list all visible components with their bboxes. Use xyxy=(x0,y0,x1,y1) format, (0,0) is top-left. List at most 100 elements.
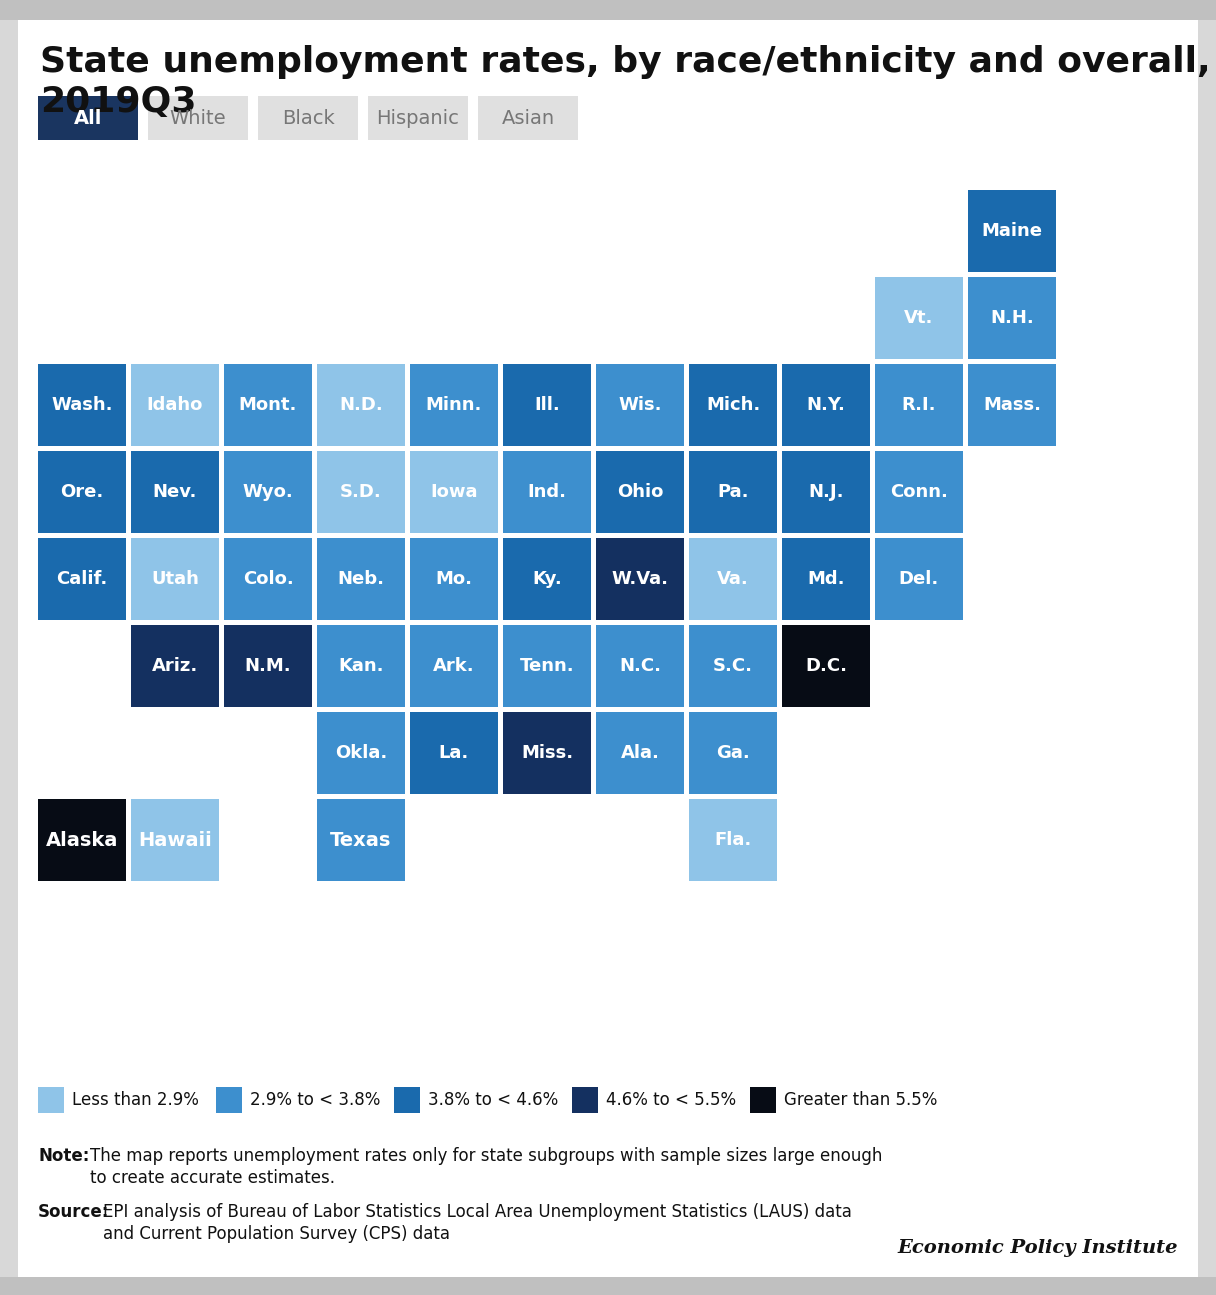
FancyBboxPatch shape xyxy=(224,451,313,534)
Text: Idaho: Idaho xyxy=(147,396,203,414)
Text: N.C.: N.C. xyxy=(619,657,662,675)
Text: Ga.: Ga. xyxy=(716,745,750,761)
Text: N.D.: N.D. xyxy=(339,396,383,414)
Text: S.D.: S.D. xyxy=(340,483,382,501)
Text: Ark.: Ark. xyxy=(433,657,474,675)
FancyBboxPatch shape xyxy=(689,799,777,881)
FancyBboxPatch shape xyxy=(258,96,358,140)
Text: W.Va.: W.Va. xyxy=(612,570,669,588)
Text: Iowa: Iowa xyxy=(430,483,478,501)
FancyBboxPatch shape xyxy=(750,1087,776,1112)
FancyBboxPatch shape xyxy=(689,451,777,534)
FancyBboxPatch shape xyxy=(503,451,591,534)
FancyBboxPatch shape xyxy=(876,277,963,359)
Text: Conn.: Conn. xyxy=(890,483,948,501)
Text: Maine: Maine xyxy=(981,221,1042,240)
Text: Source:: Source: xyxy=(38,1203,109,1221)
Text: Note:: Note: xyxy=(38,1147,89,1166)
FancyBboxPatch shape xyxy=(394,1087,420,1112)
FancyBboxPatch shape xyxy=(478,96,578,140)
Text: White: White xyxy=(170,109,226,127)
Text: Vt.: Vt. xyxy=(905,310,934,328)
FancyBboxPatch shape xyxy=(596,451,683,534)
FancyBboxPatch shape xyxy=(968,364,1055,445)
Text: Greater than 5.5%: Greater than 5.5% xyxy=(784,1090,938,1109)
FancyBboxPatch shape xyxy=(38,537,126,620)
Text: Ind.: Ind. xyxy=(528,483,567,501)
Text: Economic Policy Institute: Economic Policy Institute xyxy=(897,1239,1178,1257)
FancyBboxPatch shape xyxy=(968,277,1055,359)
Text: D.C.: D.C. xyxy=(805,657,848,675)
Text: All: All xyxy=(74,109,102,127)
FancyBboxPatch shape xyxy=(876,451,963,534)
Text: State unemployment rates, by race/ethnicity and overall,: State unemployment rates, by race/ethnic… xyxy=(40,45,1211,79)
Text: Colo.: Colo. xyxy=(243,570,293,588)
FancyBboxPatch shape xyxy=(410,625,499,707)
FancyBboxPatch shape xyxy=(131,364,219,445)
Text: Black: Black xyxy=(282,109,334,127)
Text: The map reports unemployment rates only for state subgroups with sample sizes la: The map reports unemployment rates only … xyxy=(90,1147,883,1166)
Text: Hispanic: Hispanic xyxy=(377,109,460,127)
FancyBboxPatch shape xyxy=(131,537,219,620)
FancyBboxPatch shape xyxy=(596,537,683,620)
FancyBboxPatch shape xyxy=(317,625,405,707)
FancyBboxPatch shape xyxy=(0,1277,1216,1295)
FancyBboxPatch shape xyxy=(410,364,499,445)
FancyBboxPatch shape xyxy=(131,799,219,881)
FancyBboxPatch shape xyxy=(782,364,869,445)
Text: Okla.: Okla. xyxy=(334,745,387,761)
Text: Pa.: Pa. xyxy=(717,483,749,501)
Text: Del.: Del. xyxy=(899,570,939,588)
Text: Va.: Va. xyxy=(717,570,749,588)
FancyBboxPatch shape xyxy=(410,451,499,534)
Text: Ohio: Ohio xyxy=(617,483,663,501)
FancyBboxPatch shape xyxy=(503,625,591,707)
FancyBboxPatch shape xyxy=(38,1087,64,1112)
Text: Texas: Texas xyxy=(331,830,392,850)
FancyBboxPatch shape xyxy=(410,712,499,794)
FancyBboxPatch shape xyxy=(38,364,126,445)
FancyBboxPatch shape xyxy=(876,537,963,620)
Text: La.: La. xyxy=(439,745,469,761)
Text: Hawaii: Hawaii xyxy=(139,830,212,850)
Text: Fla.: Fla. xyxy=(714,831,751,850)
Text: 3.8% to < 4.6%: 3.8% to < 4.6% xyxy=(428,1090,558,1109)
FancyBboxPatch shape xyxy=(224,364,313,445)
FancyBboxPatch shape xyxy=(38,799,126,881)
FancyBboxPatch shape xyxy=(317,712,405,794)
FancyBboxPatch shape xyxy=(131,451,219,534)
Text: Neb.: Neb. xyxy=(338,570,384,588)
Text: Asian: Asian xyxy=(501,109,554,127)
FancyBboxPatch shape xyxy=(38,451,126,534)
Text: Kan.: Kan. xyxy=(338,657,384,675)
Text: Mont.: Mont. xyxy=(238,396,297,414)
Text: Mich.: Mich. xyxy=(705,396,760,414)
Text: Wyo.: Wyo. xyxy=(243,483,293,501)
FancyBboxPatch shape xyxy=(410,537,499,620)
Text: Less than 2.9%: Less than 2.9% xyxy=(72,1090,199,1109)
Text: Ill.: Ill. xyxy=(534,396,559,414)
FancyBboxPatch shape xyxy=(317,364,405,445)
FancyBboxPatch shape xyxy=(224,625,313,707)
Text: R.I.: R.I. xyxy=(902,396,936,414)
FancyBboxPatch shape xyxy=(317,537,405,620)
Text: 2.9% to < 3.8%: 2.9% to < 3.8% xyxy=(250,1090,381,1109)
FancyBboxPatch shape xyxy=(216,1087,242,1112)
Text: Mass.: Mass. xyxy=(983,396,1041,414)
FancyBboxPatch shape xyxy=(18,19,1198,1277)
Text: to create accurate estimates.: to create accurate estimates. xyxy=(90,1169,334,1188)
FancyBboxPatch shape xyxy=(876,364,963,445)
FancyBboxPatch shape xyxy=(368,96,468,140)
FancyBboxPatch shape xyxy=(0,0,1216,19)
FancyBboxPatch shape xyxy=(572,1087,598,1112)
Text: Minn.: Minn. xyxy=(426,396,483,414)
Text: Miss.: Miss. xyxy=(520,745,573,761)
FancyBboxPatch shape xyxy=(689,625,777,707)
FancyBboxPatch shape xyxy=(782,625,869,707)
Text: Ariz.: Ariz. xyxy=(152,657,198,675)
FancyBboxPatch shape xyxy=(782,451,869,534)
Text: Md.: Md. xyxy=(807,570,845,588)
FancyBboxPatch shape xyxy=(968,190,1055,272)
FancyBboxPatch shape xyxy=(503,537,591,620)
FancyBboxPatch shape xyxy=(224,537,313,620)
